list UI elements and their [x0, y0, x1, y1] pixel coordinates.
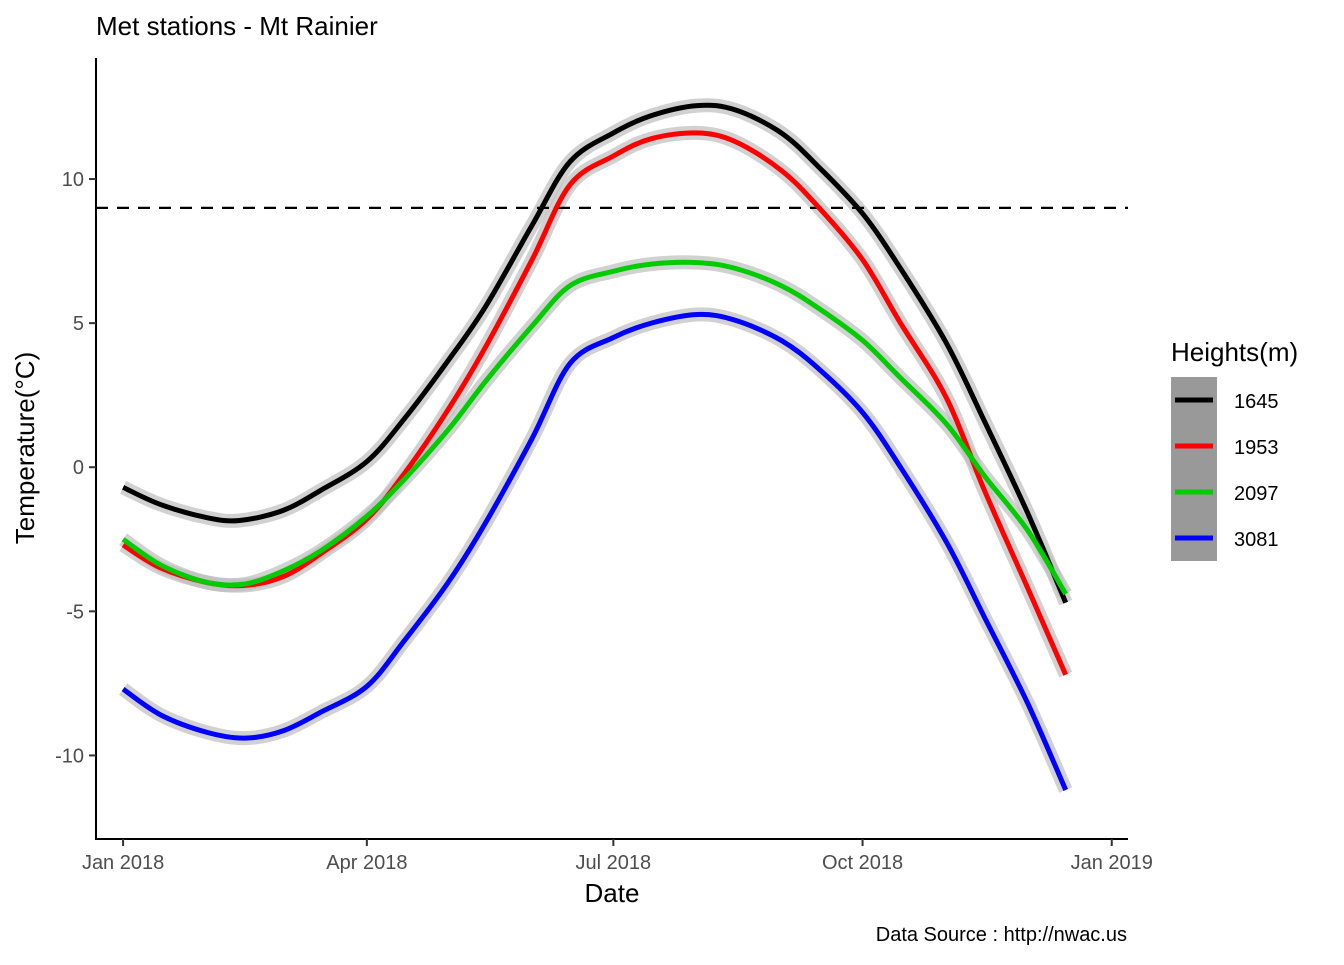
series-lines: [121, 102, 1069, 792]
series-line-3081: [121, 311, 1068, 792]
x-axis-title: Date: [585, 878, 640, 908]
y-tick-label: -10: [55, 745, 84, 767]
series-line-1645: [122, 102, 1069, 604]
x-tick-label: Apr 2018: [326, 852, 407, 874]
legend-items: 1645 1953 2097 3081: [1171, 377, 1279, 561]
x-tick-label: Jul 2018: [576, 852, 652, 874]
legend-label-2097: 2097: [1234, 483, 1279, 505]
confidence-band-3081: [118, 307, 1073, 793]
legend-title: Heights(m): [1171, 337, 1298, 367]
y-tick-label: 0: [73, 457, 84, 479]
y-tick-label: 10: [62, 169, 84, 191]
data-source-caption: Data Source : http://nwac.us: [876, 924, 1127, 946]
y-tick-label: -5: [66, 601, 84, 623]
legend-label-1645: 1645: [1234, 391, 1279, 413]
series-line-1953: [121, 130, 1068, 676]
y-axis-title: Temperature(°C): [10, 352, 40, 544]
x-tick-label: Jan 2019: [1071, 852, 1153, 874]
x-tick-label: Oct 2018: [822, 852, 903, 874]
legend-label-3081: 3081: [1234, 529, 1279, 551]
legend-label-1953: 1953: [1234, 437, 1279, 459]
legend: Heights(m) 1645 1953 2097 3081: [1171, 337, 1298, 561]
chart-title: Met stations - Mt Rainier: [96, 11, 378, 41]
y-tick-label: 5: [73, 313, 84, 335]
x-tick-label: Jan 2018: [82, 852, 164, 874]
series-line-2097: [121, 259, 1068, 596]
x-axis-ticks: Jan 2018 Apr 2018 Jul 2018 Oct 2018 Jan 2019: [82, 839, 1153, 874]
y-axis-ticks: 10 5 0 -5 -10: [55, 169, 96, 767]
legend-key-background: [1171, 377, 1217, 561]
